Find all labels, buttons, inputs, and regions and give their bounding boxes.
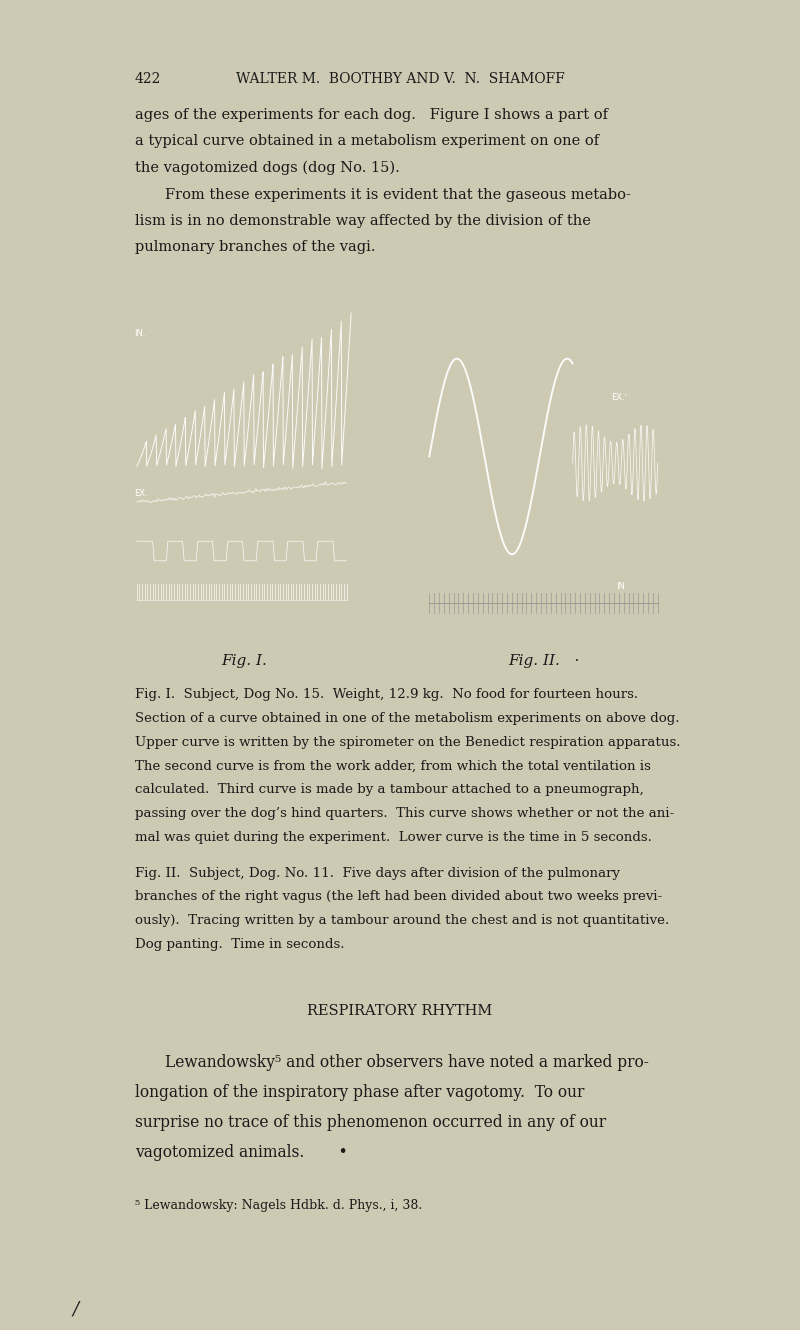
Text: lism is in no demonstrable way affected by the division of the: lism is in no demonstrable way affected … bbox=[135, 214, 591, 227]
Text: surprise no trace of this phenomenon occurred in any of our: surprise no trace of this phenomenon occ… bbox=[135, 1113, 606, 1130]
Text: Fig. I.  Subject, Dog No. 15.  Weight, 12.9 kg.  No food for fourteen hours.: Fig. I. Subject, Dog No. 15. Weight, 12.… bbox=[135, 688, 638, 701]
Text: EX.ʼ: EX.ʼ bbox=[611, 394, 628, 402]
Text: IN.: IN. bbox=[616, 583, 628, 592]
Text: WALTER M.  BOOTHBY AND V.  N.  SHAMOFF: WALTER M. BOOTHBY AND V. N. SHAMOFF bbox=[235, 72, 565, 86]
Text: Fig. I.: Fig. I. bbox=[221, 654, 267, 668]
Text: The second curve is from the work adder, from which the total ventilation is: The second curve is from the work adder,… bbox=[135, 759, 651, 773]
Text: ⁵ Lewandowsky: Nagels Hdbk. d. Phys., i, 38.: ⁵ Lewandowsky: Nagels Hdbk. d. Phys., i,… bbox=[135, 1198, 422, 1212]
Text: Lewandowsky⁵ and other observers have noted a marked pro-: Lewandowsky⁵ and other observers have no… bbox=[165, 1053, 649, 1071]
Text: ously).  Tracing written by a tambour around the chest and is not quantitative.: ously). Tracing written by a tambour aro… bbox=[135, 914, 670, 927]
Text: EX.: EX. bbox=[134, 489, 148, 497]
Text: vagotomized animals.       •: vagotomized animals. • bbox=[135, 1144, 348, 1161]
Text: pulmonary branches of the vagi.: pulmonary branches of the vagi. bbox=[135, 241, 375, 254]
Text: Section of a curve obtained in one of the metabolism experiments on above dog.: Section of a curve obtained in one of th… bbox=[135, 712, 679, 725]
Text: branches of the right vagus (the left had been divided about two weeks previ-: branches of the right vagus (the left ha… bbox=[135, 890, 662, 903]
Text: Fig. II.  Subject, Dog. No. 11.  Five days after division of the pulmonary: Fig. II. Subject, Dog. No. 11. Five days… bbox=[135, 867, 620, 879]
Text: longation of the inspiratory phase after vagotomy.  To our: longation of the inspiratory phase after… bbox=[135, 1084, 584, 1101]
Text: ages of the experiments for each dog.   Figure I shows a part of: ages of the experiments for each dog. Fi… bbox=[135, 108, 608, 122]
Text: From these experiments it is evident that the gaseous metabo-: From these experiments it is evident tha… bbox=[165, 188, 631, 202]
Text: /: / bbox=[72, 1299, 78, 1318]
Text: 422: 422 bbox=[135, 72, 162, 86]
Text: Dog panting.  Time in seconds.: Dog panting. Time in seconds. bbox=[135, 938, 345, 951]
Text: a typical curve obtained in a metabolism experiment on one of: a typical curve obtained in a metabolism… bbox=[135, 134, 599, 149]
Text: IN.: IN. bbox=[134, 330, 146, 338]
Text: calculated.  Third curve is made by a tambour attached to a pneumograph,: calculated. Third curve is made by a tam… bbox=[135, 783, 644, 797]
Text: RESPIRATORY RHYTHM: RESPIRATORY RHYTHM bbox=[307, 1004, 493, 1017]
Text: passing over the dog’s hind quarters.  This curve shows whether or not the ani-: passing over the dog’s hind quarters. Th… bbox=[135, 807, 674, 821]
Text: mal was quiet during the experiment.  Lower curve is the time in 5 seconds.: mal was quiet during the experiment. Low… bbox=[135, 831, 652, 843]
Text: Upper curve is written by the spirometer on the Benedict respiration apparatus.: Upper curve is written by the spirometer… bbox=[135, 735, 681, 749]
Text: the vagotomized dogs (dog No. 15).: the vagotomized dogs (dog No. 15). bbox=[135, 161, 400, 176]
Text: Fig. II.   ·: Fig. II. · bbox=[508, 654, 579, 668]
